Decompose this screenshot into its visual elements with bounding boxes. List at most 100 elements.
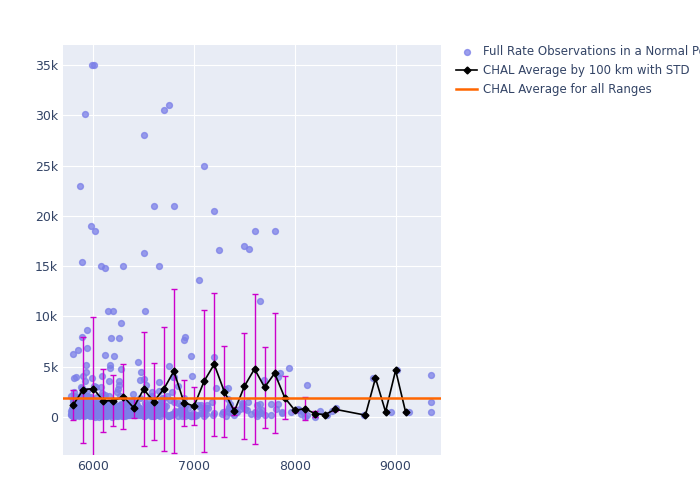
Full Rate Observations in a Normal Point (94, 409, 106, 417)
Full Rate Observations in a Normal Point (83, 394, 94, 402)
Full Rate Observations in a Normal Point (110, 410, 121, 418)
CHAL Average by 100 km with STD (220, 388, 228, 394)
CHAL Average by 100 km with STD (200, 378, 209, 384)
Full Rate Observations in a Normal Point (70, 373, 81, 381)
Full Rate Observations in a Normal Point (66, 411, 78, 419)
Full Rate Observations in a Normal Point (69, 374, 80, 382)
Full Rate Observations in a Normal Point (163, 102, 174, 110)
Full Rate Observations in a Normal Point (202, 404, 214, 412)
Full Rate Observations in a Normal Point (122, 411, 134, 419)
CHAL Average by 100 km with STD (391, 367, 400, 373)
Full Rate Observations in a Normal Point (77, 398, 88, 406)
Full Rate Observations in a Normal Point (118, 398, 130, 406)
Full Rate Observations in a Normal Point (96, 406, 107, 414)
Full Rate Observations in a Normal Point (108, 308, 119, 316)
Full Rate Observations in a Normal Point (80, 392, 91, 400)
Full Rate Observations in a Normal Point (118, 404, 130, 412)
Full Rate Observations in a Normal Point (426, 408, 437, 416)
Full Rate Observations in a Normal Point (83, 405, 94, 413)
Full Rate Observations in a Normal Point (309, 413, 321, 421)
Full Rate Observations in a Normal Point (118, 262, 129, 270)
Full Rate Observations in a Normal Point (230, 408, 241, 416)
Full Rate Observations in a Normal Point (209, 410, 220, 418)
Full Rate Observations in a Normal Point (295, 410, 306, 418)
Full Rate Observations in a Normal Point (220, 412, 232, 420)
Full Rate Observations in a Normal Point (184, 412, 195, 420)
Full Rate Observations in a Normal Point (92, 409, 104, 417)
Full Rate Observations in a Normal Point (150, 410, 161, 418)
Full Rate Observations in a Normal Point (76, 258, 87, 266)
Full Rate Observations in a Normal Point (75, 410, 86, 418)
Full Rate Observations in a Normal Point (166, 411, 177, 419)
Full Rate Observations in a Normal Point (106, 402, 117, 410)
Full Rate Observations in a Normal Point (76, 333, 88, 341)
Full Rate Observations in a Normal Point (96, 382, 107, 390)
Full Rate Observations in a Normal Point (155, 409, 166, 417)
Full Rate Observations in a Normal Point (78, 401, 90, 409)
Full Rate Observations in a Normal Point (76, 389, 88, 397)
Full Rate Observations in a Normal Point (175, 410, 186, 418)
Full Rate Observations in a Normal Point (71, 402, 82, 410)
Full Rate Observations in a Normal Point (103, 307, 114, 315)
CHAL Average by 100 km with STD (371, 375, 379, 381)
Full Rate Observations in a Normal Point (130, 411, 141, 419)
Full Rate Observations in a Normal Point (290, 406, 301, 414)
Full Rate Observations in a Normal Point (103, 400, 114, 408)
Full Rate Observations in a Normal Point (85, 406, 97, 413)
Full Rate Observations in a Normal Point (88, 411, 99, 419)
Full Rate Observations in a Normal Point (84, 412, 95, 420)
Full Rate Observations in a Normal Point (155, 412, 166, 420)
Full Rate Observations in a Normal Point (79, 378, 90, 386)
Full Rate Observations in a Normal Point (151, 408, 162, 416)
Full Rate Observations in a Normal Point (103, 409, 114, 417)
Full Rate Observations in a Normal Point (116, 400, 127, 408)
Full Rate Observations in a Normal Point (228, 412, 239, 420)
Full Rate Observations in a Normal Point (114, 400, 125, 408)
Full Rate Observations in a Normal Point (148, 406, 160, 413)
CHAL Average by 100 km with STD (402, 410, 410, 416)
Full Rate Observations in a Normal Point (272, 400, 284, 408)
Full Rate Observations in a Normal Point (113, 410, 125, 418)
Full Rate Observations in a Normal Point (201, 404, 212, 412)
Full Rate Observations in a Normal Point (172, 412, 183, 420)
Full Rate Observations in a Normal Point (199, 404, 211, 412)
Full Rate Observations in a Normal Point (155, 400, 167, 408)
CHAL Average by 100 km with STD (119, 394, 127, 400)
Full Rate Observations in a Normal Point (74, 408, 85, 416)
Full Rate Observations in a Normal Point (119, 404, 130, 412)
Full Rate Observations in a Normal Point (68, 407, 79, 415)
Full Rate Observations in a Normal Point (82, 392, 93, 400)
Full Rate Observations in a Normal Point (106, 410, 117, 418)
CHAL Average by 100 km with STD (99, 398, 108, 404)
Full Rate Observations in a Normal Point (85, 394, 97, 402)
Full Rate Observations in a Normal Point (121, 411, 132, 419)
CHAL Average by 100 km with STD (361, 412, 370, 418)
Full Rate Observations in a Normal Point (193, 276, 204, 284)
Full Rate Observations in a Normal Point (166, 388, 177, 396)
Full Rate Observations in a Normal Point (138, 374, 149, 382)
Full Rate Observations in a Normal Point (113, 334, 124, 342)
Full Rate Observations in a Normal Point (157, 396, 168, 404)
Full Rate Observations in a Normal Point (251, 401, 262, 409)
Full Rate Observations in a Normal Point (87, 404, 98, 412)
Full Rate Observations in a Normal Point (115, 408, 126, 416)
Full Rate Observations in a Normal Point (66, 409, 77, 417)
Full Rate Observations in a Normal Point (223, 384, 234, 392)
Full Rate Observations in a Normal Point (195, 403, 206, 411)
Full Rate Observations in a Normal Point (96, 262, 107, 270)
Full Rate Observations in a Normal Point (90, 410, 101, 418)
Full Rate Observations in a Normal Point (77, 392, 88, 400)
Full Rate Observations in a Normal Point (72, 393, 83, 401)
Full Rate Observations in a Normal Point (179, 409, 190, 417)
Full Rate Observations in a Normal Point (66, 392, 77, 400)
Full Rate Observations in a Normal Point (122, 409, 134, 417)
Full Rate Observations in a Normal Point (69, 405, 80, 413)
Full Rate Observations in a Normal Point (269, 227, 280, 235)
Full Rate Observations in a Normal Point (134, 408, 146, 416)
Full Rate Observations in a Normal Point (153, 388, 164, 396)
Full Rate Observations in a Normal Point (146, 408, 158, 416)
CHAL Average by 100 km with STD (79, 386, 88, 392)
Full Rate Observations in a Normal Point (80, 405, 92, 413)
Full Rate Observations in a Normal Point (276, 409, 288, 417)
Full Rate Observations in a Normal Point (146, 392, 158, 400)
